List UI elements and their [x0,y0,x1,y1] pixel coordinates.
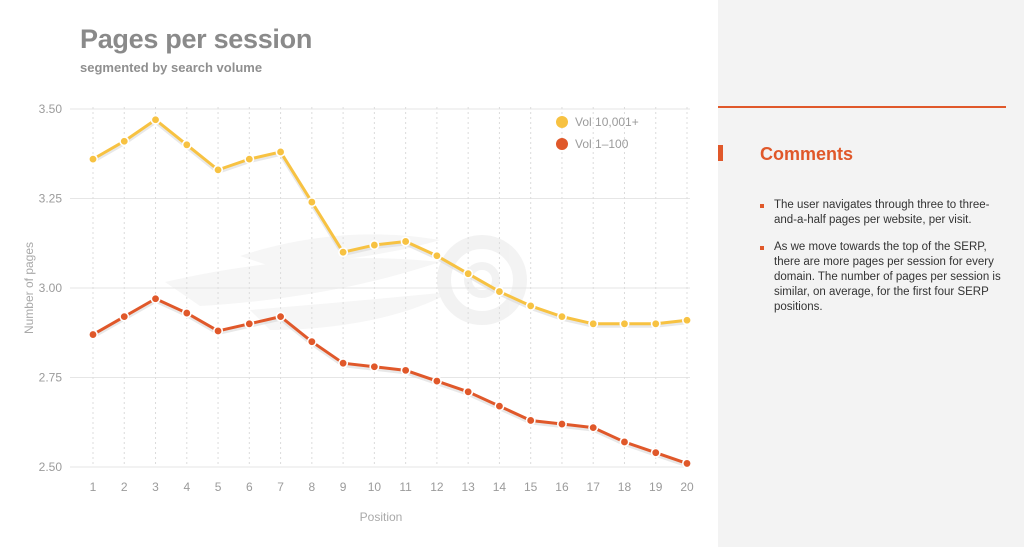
x-axis-ticks: 1 2 3 4 5 6 7 8 9 10 11 12 13 14 15 16 17 18 19 20 [90,480,694,494]
y-axis-label: Number of pages [22,242,36,334]
comment-text: As we move towards the top of the SERP, … [774,241,1001,313]
x-tick-label: 11 [399,480,412,494]
data-point [214,166,222,174]
y-tick-label: 3.00 [39,281,63,295]
comments-marker [718,145,723,161]
x-tick-label: 2 [121,480,128,494]
data-point [401,366,409,374]
x-tick-label: 4 [183,480,190,494]
data-point [276,148,284,156]
data-point [464,388,472,396]
chart-panel: Pages per session segmented by search vo… [0,0,718,547]
data-point [276,312,284,320]
y-tick-label: 3.25 [39,192,63,206]
series-line-shadow [93,122,687,326]
data-point [308,198,316,206]
data-point [370,241,378,249]
data-point [433,377,441,385]
legend-item-vol-high[interactable]: Vol 10,001+ [556,115,639,129]
comments-title: Comments [760,144,853,165]
data-point [339,248,347,256]
data-point [245,320,253,328]
data-point [151,295,159,303]
data-point [120,312,128,320]
x-tick-label: 5 [215,480,222,494]
data-point [495,402,503,410]
y-tick-label: 2.75 [39,371,63,385]
data-point [652,320,660,328]
data-point [652,448,660,456]
legend-swatch-vol-high [556,116,568,128]
y-axis-ticks: 2.50 2.75 3.00 3.25 3.50 [39,102,63,474]
x-axis-label: Position [360,510,403,524]
x-tick-label: 18 [618,480,632,494]
data-point [370,363,378,371]
x-tick-label: 13 [461,480,475,494]
data-point [620,438,628,446]
data-point [89,155,97,163]
data-point [214,327,222,335]
legend: Vol 10,001+ Vol 1–100 [556,115,639,151]
x-tick-label: 17 [587,480,601,494]
x-tick-label: 7 [277,480,284,494]
data-point [589,423,597,431]
x-tick-label: 1 [90,480,97,494]
x-tick-label: 20 [680,480,694,494]
data-point [558,312,566,320]
data-point [464,269,472,277]
data-point [433,252,441,260]
x-tick-label: 16 [555,480,569,494]
grid-lines [70,107,690,467]
x-tick-label: 3 [152,480,159,494]
legend-label-vol-low: Vol 1–100 [575,137,629,151]
line-chart: 2.502.753.003.253.50 1 2 3 4 5 6 7 8 9 10 11 12 13 14… [0,0,718,547]
data-point [620,320,628,328]
data-point [526,302,534,310]
x-tick-label: 15 [524,480,538,494]
bullet-icon [760,246,764,250]
comments-list: The user navigates through three to thre… [760,198,1010,327]
data-point [339,359,347,367]
x-tick-label: 9 [340,480,347,494]
comment-item: As we move towards the top of the SERP, … [760,240,1010,315]
data-point [151,116,159,124]
x-tick-label: 10 [368,480,382,494]
series-vol-low [89,295,691,468]
comment-text: The user navigates through three to thre… [774,199,989,226]
data-point [183,309,191,317]
y-tick-label: 2.50 [39,460,63,474]
y-tick-label: 3.50 [39,102,63,116]
comments-divider [718,106,1006,108]
comment-item: The user navigates through three to thre… [760,198,1010,228]
data-point [683,459,691,467]
x-tick-label: 6 [246,480,253,494]
data-point [89,330,97,338]
legend-label-vol-high: Vol 10,001+ [575,115,639,129]
data-point [401,237,409,245]
data-point [558,420,566,428]
x-tick-label: 19 [649,480,663,494]
x-tick-label: 12 [430,480,444,494]
legend-swatch-vol-low [556,138,568,150]
data-point [183,141,191,149]
data-point [245,155,253,163]
data-point [589,320,597,328]
x-tick-label: 8 [308,480,315,494]
data-point [495,287,503,295]
data-point [526,416,534,424]
data-point [308,338,316,346]
x-tick-label: 14 [493,480,507,494]
data-point [120,137,128,145]
legend-item-vol-low[interactable]: Vol 1–100 [556,137,629,151]
data-point [683,316,691,324]
bullet-icon [760,204,764,208]
